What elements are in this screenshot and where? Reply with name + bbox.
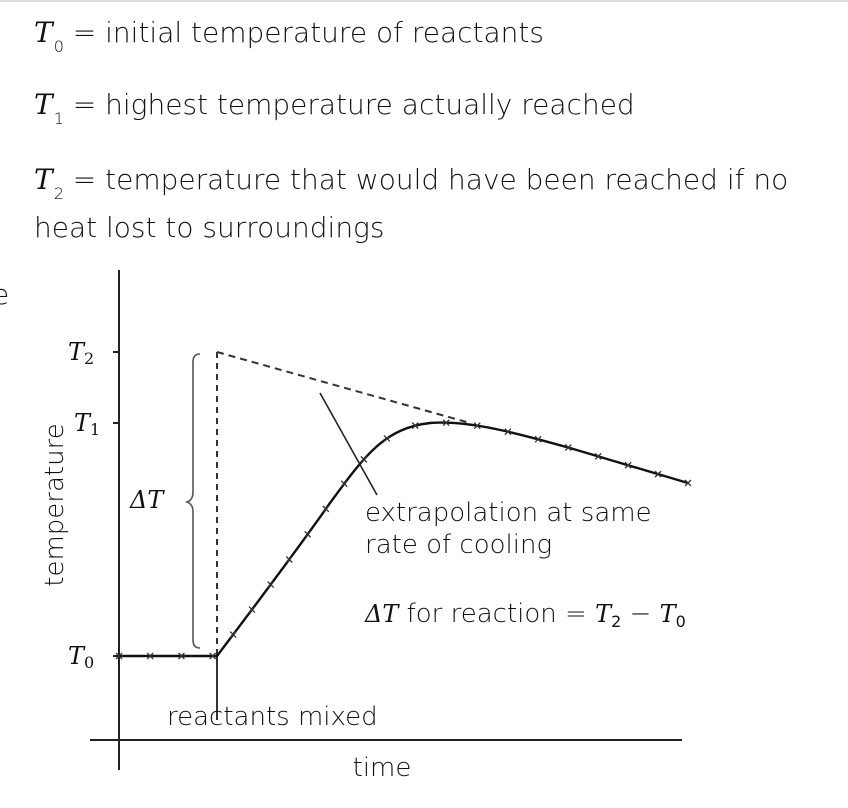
data-point-marker	[267, 581, 275, 589]
data-point-marker	[285, 556, 293, 563]
data-point-marker	[624, 461, 632, 469]
definition-t2: T2 = temperature that would have been re…	[34, 163, 788, 245]
tick-label-t1: T1	[74, 409, 100, 439]
delta-t-formula: ΔT for reaction = T2 − T0	[364, 599, 686, 631]
cut-off-text: e	[0, 278, 10, 311]
data-point-marker	[340, 480, 348, 488]
data-point-markers	[115, 419, 692, 660]
data-point-marker	[564, 444, 572, 451]
symbol: T	[34, 16, 53, 49]
top-divider	[0, 0, 848, 2]
annotation-line2: rate of cooling	[365, 530, 552, 560]
data-point-marker	[177, 652, 185, 660]
symbol: T	[34, 163, 53, 196]
tick-label-t0: T0	[68, 642, 94, 672]
data-point-marker	[411, 422, 419, 430]
data-point-marker	[115, 652, 123, 660]
data-point-marker	[146, 652, 154, 660]
tick-label-t2: T2	[68, 338, 94, 368]
definition-t0: T0 = initial temperature of reactants	[34, 16, 544, 64]
definition-continuation: heat lost to surroundings	[34, 211, 385, 244]
symbol: T	[34, 88, 53, 121]
data-point-marker	[442, 419, 450, 427]
definition-text: = temperature that would have been reach…	[72, 163, 789, 196]
data-point-marker	[473, 422, 481, 430]
x-axis-label: time	[353, 753, 412, 783]
data-point-marker	[229, 631, 237, 638]
data-point-marker	[504, 428, 512, 436]
subscript: 0	[53, 37, 64, 56]
delta-t-brace	[184, 353, 201, 649]
data-point-marker	[209, 652, 217, 660]
data-point-marker	[534, 435, 542, 443]
data-point-marker	[360, 455, 368, 463]
subscript: 2	[53, 184, 64, 203]
definition-text: = initial temperature of reactants	[72, 16, 544, 49]
data-point-marker	[248, 606, 256, 614]
data-point-marker	[654, 470, 662, 478]
annotation-pointer	[319, 392, 378, 496]
definition-t1: T1 = highest temperature actually reache…	[34, 88, 635, 136]
subscript: 1	[53, 109, 64, 128]
annotation-line1: extrapolation at same	[365, 498, 652, 528]
data-point-marker	[322, 505, 330, 513]
extrapolation-line	[216, 351, 471, 424]
data-point-marker	[383, 435, 391, 442]
reactants-mixed-label: reactants mixed	[167, 702, 378, 732]
delta-t-label: ΔT	[129, 486, 165, 514]
data-point-marker	[304, 530, 312, 538]
data-point-marker	[594, 452, 602, 460]
definition-text: = highest temperature actually reached	[72, 88, 635, 121]
data-point-marker	[684, 479, 692, 487]
y-axis-label: temperature	[40, 423, 70, 586]
